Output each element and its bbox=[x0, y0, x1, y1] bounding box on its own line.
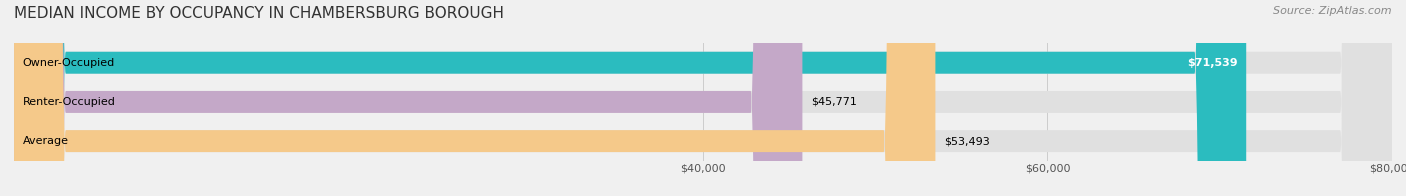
Text: Average: Average bbox=[22, 136, 69, 146]
FancyBboxPatch shape bbox=[14, 0, 935, 196]
Text: Source: ZipAtlas.com: Source: ZipAtlas.com bbox=[1274, 6, 1392, 16]
Text: Owner-Occupied: Owner-Occupied bbox=[22, 58, 115, 68]
Text: $53,493: $53,493 bbox=[943, 136, 990, 146]
FancyBboxPatch shape bbox=[14, 0, 1392, 196]
FancyBboxPatch shape bbox=[14, 0, 1246, 196]
Text: $71,539: $71,539 bbox=[1187, 58, 1237, 68]
Text: MEDIAN INCOME BY OCCUPANCY IN CHAMBERSBURG BOROUGH: MEDIAN INCOME BY OCCUPANCY IN CHAMBERSBU… bbox=[14, 6, 505, 21]
Text: $45,771: $45,771 bbox=[811, 97, 856, 107]
Text: Renter-Occupied: Renter-Occupied bbox=[22, 97, 115, 107]
FancyBboxPatch shape bbox=[14, 0, 803, 196]
FancyBboxPatch shape bbox=[14, 0, 1392, 196]
FancyBboxPatch shape bbox=[14, 0, 1392, 196]
